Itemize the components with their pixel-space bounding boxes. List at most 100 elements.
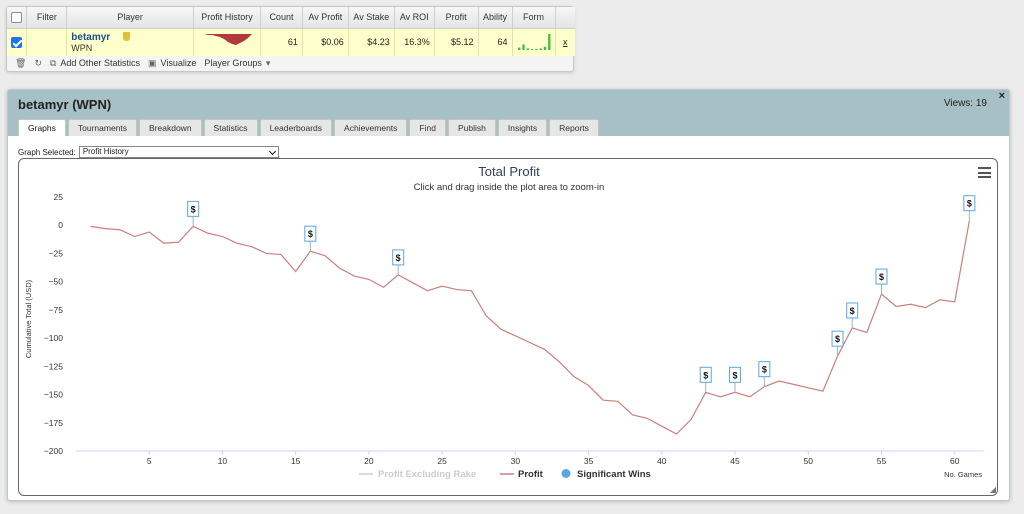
svg-text:$: $	[191, 204, 196, 214]
chart-container[interactable]: Total Profit Click and drag inside the pl…	[18, 158, 998, 496]
x-axis-label: No. Games	[944, 470, 982, 479]
profit-series-line[interactable]	[90, 220, 970, 435]
svg-text:$: $	[396, 253, 401, 263]
copy-icon: ⧉	[49, 57, 57, 68]
significant-win-flag[interactable]: $	[392, 249, 405, 275]
refresh-icon[interactable]: ↻	[34, 57, 42, 68]
x-tick-label: 25	[437, 456, 447, 466]
svg-text:$: $	[762, 365, 767, 375]
panel-title: betamyr (WPN)	[18, 97, 112, 112]
row-select-cell[interactable]	[7, 28, 28, 56]
header-profit[interactable]: Profit	[434, 7, 479, 29]
x-tick-label: 5	[147, 456, 152, 466]
significant-win-flag[interactable]: $	[729, 366, 742, 393]
graph-select[interactable]: Profit History	[78, 146, 279, 158]
significant-win-flag[interactable]: $	[187, 200, 200, 227]
x-tick-label: 60	[950, 456, 960, 466]
significant-win-flag[interactable]: $	[831, 330, 844, 357]
row-checkbox[interactable]	[11, 36, 23, 48]
significant-win-flag[interactable]: $	[875, 268, 888, 295]
player-name-link[interactable]: betamyr	[71, 31, 111, 43]
svg-text:$: $	[879, 272, 884, 282]
select-all-cell[interactable]	[7, 7, 28, 29]
header-av-profit[interactable]: Av Profit	[302, 7, 349, 29]
tab-insights[interactable]: Insights	[497, 119, 548, 136]
header-profit-history[interactable]: Profit History	[193, 7, 262, 29]
tab-find[interactable]: Find	[409, 119, 446, 136]
header-player[interactable]: Player	[66, 7, 195, 29]
significant-win-flag[interactable]: $	[699, 366, 712, 393]
form-bar	[517, 47, 520, 50]
tab-achievements[interactable]: Achievements	[334, 119, 408, 136]
header-av-stake[interactable]: Av Stake	[348, 7, 395, 29]
stats-table-box: Filter Player Profit History Count Av Pr…	[6, 6, 575, 72]
tab-breakdown[interactable]: Breakdown	[139, 119, 202, 136]
svg-text:$: $	[835, 334, 840, 344]
tab-reports[interactable]: Reports	[549, 119, 599, 136]
tab-publish[interactable]: Publish	[447, 119, 496, 136]
svg-text:$: $	[850, 306, 855, 316]
x-tick-label: 40	[657, 456, 667, 466]
select-all-checkbox[interactable]	[11, 11, 23, 23]
stats-header-row: Filter Player Profit History Count Av Pr…	[7, 7, 575, 29]
form-bar	[534, 48, 538, 50]
trophy-icon	[123, 31, 131, 41]
graph-selector: Graph Selected: Profit History	[18, 146, 279, 158]
header-form[interactable]: Form	[512, 7, 556, 29]
significant-win-flag[interactable]: $	[846, 302, 859, 328]
add-other-stats-button[interactable]: ⧉ Add Other Statistics	[50, 58, 140, 69]
profit-chart[interactable]: Total Profit Click and drag inside the pl…	[19, 159, 999, 497]
x-tick-label: 45	[730, 456, 740, 466]
legend-item-significant-wins[interactable]: Significant Wins	[561, 469, 651, 480]
trash-icon[interactable]: 🗑	[15, 57, 27, 68]
form-bar	[547, 33, 551, 50]
tab-leaderboards[interactable]: Leaderboards	[259, 119, 333, 136]
stats-table: Filter Player Profit History Count Av Pr…	[7, 7, 575, 56]
header-av-roi[interactable]: Av ROI	[394, 7, 435, 29]
tab-statistics[interactable]: Statistics	[203, 119, 258, 136]
y-tick-label: −100	[44, 333, 63, 343]
chart-subtitle: Click and drag inside the plot area to z…	[414, 182, 605, 193]
visualize-button[interactable]: ▣ Visualize	[148, 58, 196, 69]
remove-row-button[interactable]: x	[555, 28, 575, 56]
header-spacer	[555, 7, 575, 29]
x-tick-label: 20	[364, 456, 374, 466]
close-icon[interactable]: ×	[998, 90, 1005, 102]
y-tick-label: −50	[49, 277, 64, 287]
form-bar	[530, 48, 533, 50]
resize-handle-icon[interactable]: ◢	[989, 485, 996, 494]
panel-header: betamyr (WPN) Views: 19 × Graphs Tourname…	[8, 90, 1009, 136]
form-bar	[539, 47, 542, 50]
tab-tournaments[interactable]: Tournaments	[67, 119, 138, 136]
x-tick-label: 10	[218, 456, 228, 466]
profit-history-sparkline	[193, 28, 262, 56]
player-site: WPN	[71, 42, 93, 53]
chart-menu-icon[interactable]	[978, 167, 991, 181]
row-profit: $5.12	[434, 28, 479, 56]
row-player-cell[interactable]: betamyr WPN	[66, 28, 195, 56]
header-ability[interactable]: Ability	[478, 7, 513, 29]
legend-item-profit[interactable]: Profit	[500, 469, 544, 480]
significant-win-flag[interactable]: $	[304, 225, 317, 252]
svg-text:Profit: Profit	[518, 469, 544, 480]
player-groups-dropdown[interactable]: Player Groups ▾	[204, 58, 270, 69]
header-count[interactable]: Count	[260, 7, 303, 29]
y-tick-label: −125	[44, 361, 63, 371]
x-tick-label: 55	[877, 456, 887, 466]
svg-text:$: $	[703, 370, 708, 380]
significant-win-flag[interactable]: $	[758, 361, 771, 387]
y-tick-label: −75	[49, 305, 64, 315]
legend-item-excluding-rake[interactable]: Profit Excluding Rake	[359, 469, 476, 480]
significant-win-flag[interactable]: $	[963, 195, 976, 221]
x-tick-label: 15	[291, 456, 301, 466]
y-tick-label: −200	[44, 446, 63, 456]
tab-bar: Graphs Tournaments Breakdown Statistics Lead…	[18, 119, 599, 136]
header-filter[interactable]: Filter	[26, 7, 68, 29]
svg-text:Profit Excluding Rake: Profit Excluding Rake	[378, 469, 476, 480]
tab-graphs[interactable]: Graphs	[18, 119, 66, 136]
table-row[interactable]: betamyr WPN 61 $0.06 $4.23 16.3% $5.12 6…	[7, 28, 575, 56]
y-tick-label: −175	[44, 418, 63, 428]
caret-down-icon: ▾	[265, 57, 271, 68]
row-av-stake: $4.23	[348, 28, 395, 56]
svg-text:$: $	[733, 370, 738, 380]
